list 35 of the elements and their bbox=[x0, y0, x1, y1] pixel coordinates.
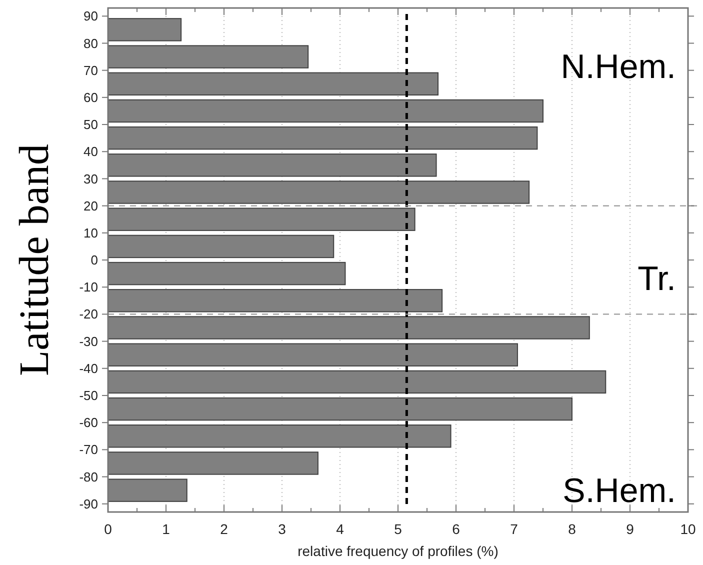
annotation: Tr. bbox=[638, 260, 676, 298]
y-tick-label: 20 bbox=[84, 198, 98, 214]
x-axis-title: relative frequency of profiles (%) bbox=[298, 543, 498, 559]
y-tick-label: 40 bbox=[84, 144, 98, 160]
x-tick-label: 8 bbox=[568, 521, 576, 537]
y-tick-label: 10 bbox=[84, 225, 98, 240]
x-tick-label: 0 bbox=[104, 521, 112, 537]
x-tick-label: 3 bbox=[278, 521, 286, 537]
y-axis-title: Latitude band bbox=[12, 144, 58, 376]
x-tick-label: 5 bbox=[394, 521, 402, 537]
y-tick-label: -10 bbox=[79, 280, 98, 295]
y-tick-label: 90 bbox=[84, 8, 98, 24]
x-tick-label: 7 bbox=[510, 521, 518, 537]
x-tick-label: 4 bbox=[336, 521, 344, 537]
x-tick-label: 9 bbox=[626, 521, 634, 537]
y-tick-label: 80 bbox=[84, 36, 98, 51]
y-tick-label: -70 bbox=[79, 442, 98, 458]
y-tick-label: -60 bbox=[79, 415, 98, 430]
y-tick-label: 30 bbox=[84, 171, 98, 186]
annotation: S.Hem. bbox=[562, 472, 676, 510]
y-tick-label: -90 bbox=[79, 496, 98, 512]
x-tick-label: 6 bbox=[452, 521, 460, 537]
x-tick-label: 10 bbox=[680, 521, 696, 537]
y-tick-label: 50 bbox=[84, 117, 98, 132]
y-tick-label: -80 bbox=[79, 469, 98, 484]
x-tick-label: 2 bbox=[220, 521, 228, 537]
y-tick-label: -30 bbox=[79, 334, 98, 349]
y-tick-label: -20 bbox=[79, 306, 98, 322]
y-tick-label: -50 bbox=[79, 388, 98, 404]
x-tick-label: 1 bbox=[162, 521, 170, 537]
y-tick-label: 70 bbox=[84, 62, 98, 78]
y-tick-label: -40 bbox=[79, 360, 98, 376]
annotation: N.Hem. bbox=[560, 48, 676, 86]
y-tick-label: 60 bbox=[84, 90, 98, 105]
y-tick-label: 0 bbox=[90, 252, 98, 268]
